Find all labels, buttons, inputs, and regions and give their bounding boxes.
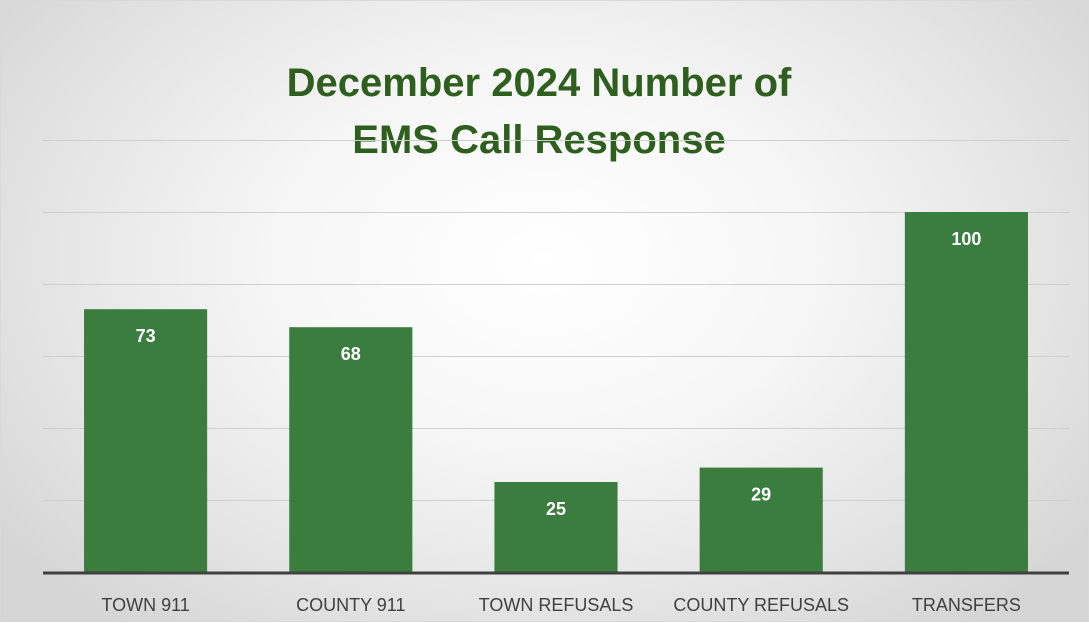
bar	[699, 467, 823, 572]
data-label: 29	[751, 485, 771, 505]
data-label: 25	[546, 499, 566, 519]
category-tick-label: TOWN REFUSALS	[479, 595, 634, 615]
bar	[289, 327, 413, 572]
chart-title-line-1: December 2024 Number of	[287, 61, 792, 105]
category-tick-label: COUNTY REFUSALS	[673, 595, 849, 615]
category-axis: TOWN 911 COUNTY 911 TOWN REFUSALS COUNTY RE…	[43, 571, 1069, 615]
gridlines	[43, 140, 1069, 501]
bars	[84, 212, 1028, 572]
category-tick-label: TOWN 911	[101, 595, 189, 615]
category-tick-label: TRANSFERS	[912, 595, 1021, 615]
bar	[84, 309, 208, 572]
bar	[904, 212, 1028, 572]
category-tick-label: COUNTY 911	[296, 595, 405, 615]
data-labels: 73 68 25 29 100	[136, 229, 982, 519]
data-label: 68	[341, 344, 361, 364]
data-label: 73	[136, 326, 156, 346]
bar	[494, 482, 618, 572]
data-label: 100	[951, 229, 981, 249]
